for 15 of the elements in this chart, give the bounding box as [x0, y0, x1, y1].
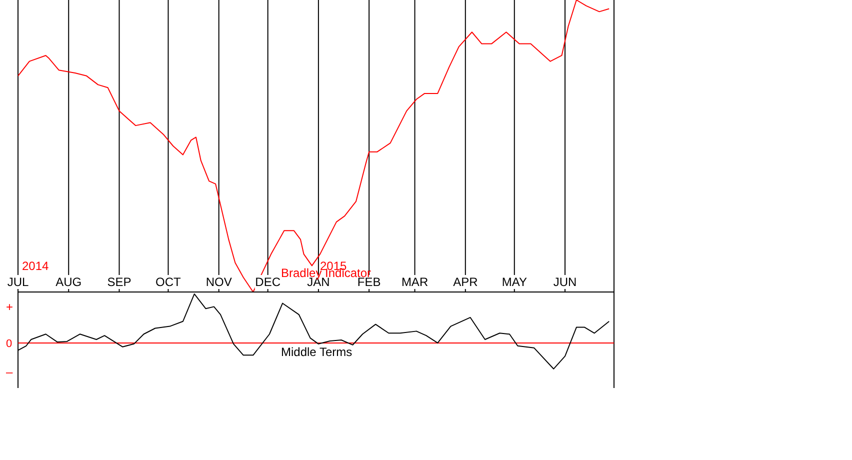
x-tick-label: OCT — [156, 275, 182, 289]
annotation: Middle Terms — [281, 345, 352, 359]
x-tick-label: DEC — [255, 275, 281, 289]
text: + — [6, 300, 14, 314]
x-tick-label: APR — [453, 275, 478, 289]
x-tick-label: NOV — [206, 275, 232, 289]
x-tick-label: JUN — [553, 275, 577, 289]
x-tick-label: JUL — [7, 275, 29, 289]
annotation: 2014 — [22, 259, 49, 273]
x-tick-label: AUG — [56, 275, 82, 289]
x-tick-label: MAR — [401, 275, 428, 289]
ref-line-label: 0 — [6, 338, 12, 350]
x-tick-label: MAY — [502, 275, 527, 289]
x-tick-label: SEP — [107, 275, 132, 289]
text: – — [6, 365, 13, 379]
